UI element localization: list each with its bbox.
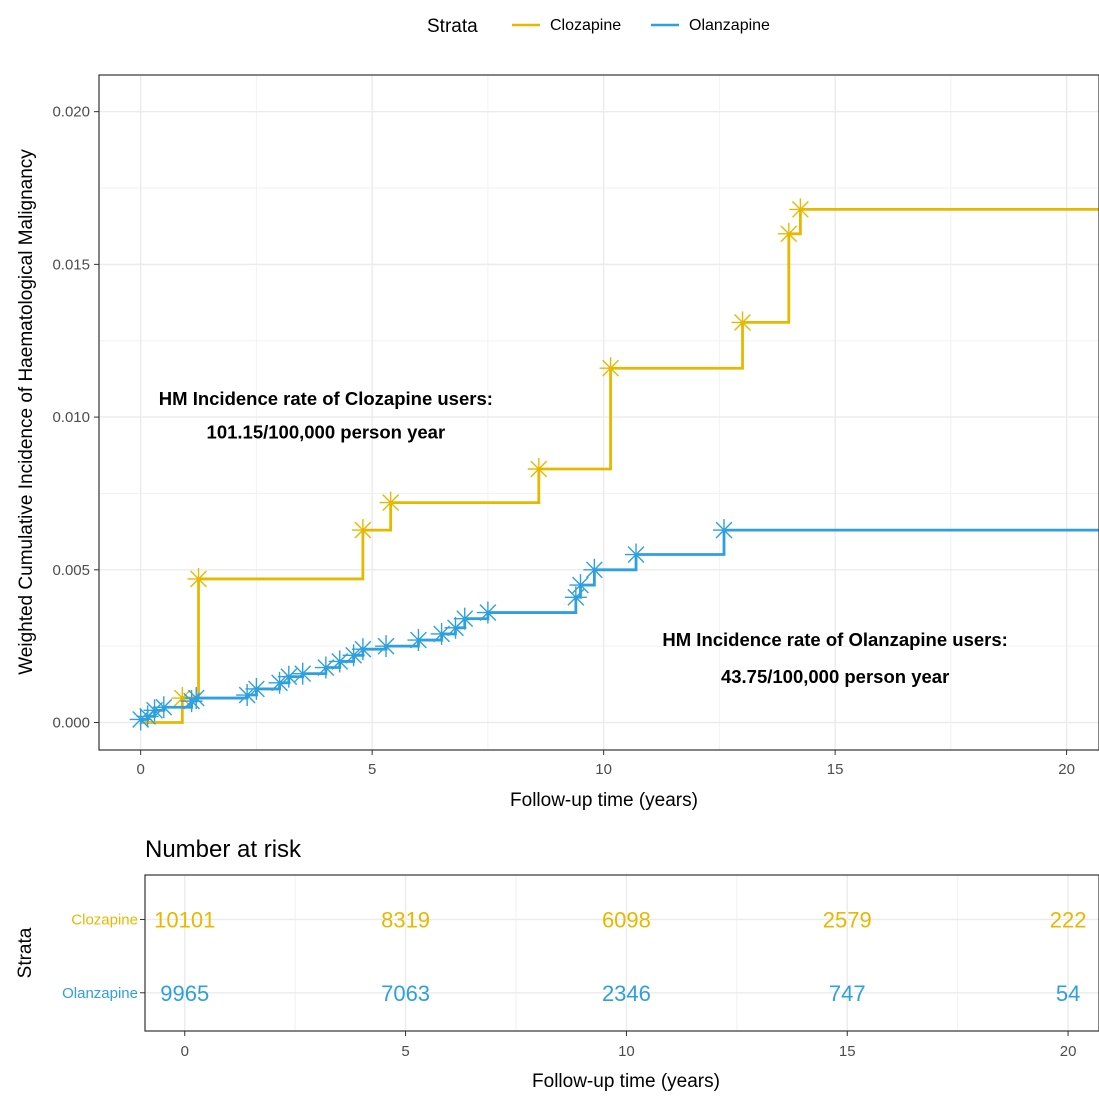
risk-value-olanzapine: 54 xyxy=(1056,981,1080,1006)
y-tick-label: 0.000 xyxy=(52,715,90,732)
legend-label-olanzapine: Olanzapine xyxy=(689,17,770,34)
risk-value-clozapine: 10101 xyxy=(154,907,215,932)
censor-mark-olanzapine xyxy=(129,708,152,731)
censor-mark-olanzapine xyxy=(245,677,268,700)
risk-x-tick-label: 15 xyxy=(839,1043,856,1060)
censor-mark-olanzapine xyxy=(583,558,606,581)
risk-value-clozapine: 8319 xyxy=(381,907,430,932)
risk-x-axis-title: Follow-up time (years) xyxy=(532,1071,720,1092)
main-plot: HM Incidence rate of Clozapine users:101… xyxy=(16,74,1099,811)
x-tick-label: 10 xyxy=(595,761,612,778)
risk-grid xyxy=(145,875,1099,1031)
censor-mark-olanzapine xyxy=(351,638,374,661)
y-tick-label: 0.005 xyxy=(52,562,90,579)
series-line-clozapine xyxy=(140,207,1099,724)
risk-value-clozapine: 222 xyxy=(1050,907,1087,932)
risk-table-title: Number at risk xyxy=(145,836,302,863)
y-tick-label: 0.020 xyxy=(52,104,90,121)
risk-strata-label-olanzapine: Olanzapine xyxy=(62,985,138,1002)
main-series xyxy=(129,198,1099,731)
annotation-text: 101.15/100,000 person year xyxy=(207,421,446,442)
censor-mark-clozapine xyxy=(187,567,210,590)
risk-x-tick-label: 10 xyxy=(618,1043,635,1060)
censor-mark-clozapine xyxy=(777,222,800,245)
censor-mark-olanzapine xyxy=(268,671,291,694)
censor-mark-olanzapine xyxy=(713,519,735,542)
risk-table-background xyxy=(145,875,1099,1031)
censor-mark-olanzapine xyxy=(277,665,300,688)
risk-value-olanzapine: 7063 xyxy=(381,981,430,1006)
main-x-ticks: 0 5 10 15 20 xyxy=(136,750,1075,778)
main-annotations: HM Incidence rate of Clozapine users: 101… xyxy=(159,388,1008,687)
censor-mark-olanzapine xyxy=(407,629,430,652)
risk-x-tick-label: 5 xyxy=(401,1043,409,1060)
censor-mark-olanzapine xyxy=(291,662,314,685)
annotation-text: 43.75/100,000 person year xyxy=(721,666,949,687)
plot-border xyxy=(98,74,1099,751)
legend-label-clozapine: Clozapine xyxy=(550,17,621,34)
risk-x-tick-label: 0 xyxy=(181,1043,189,1060)
risk-value-olanzapine: 2346 xyxy=(602,981,651,1006)
main-y-axis-title: Weighted Cumulative Incidence of Haemato… xyxy=(16,149,37,675)
censor-mark-olanzapine xyxy=(569,574,592,597)
censor-mark-olanzapine xyxy=(476,601,499,624)
censor-mark-clozapine xyxy=(731,311,754,334)
censor-mark-olanzapine xyxy=(185,687,208,710)
censor-mark-olanzapine xyxy=(453,607,476,630)
legend: Strata Clozapine Olanzapine xyxy=(427,16,770,37)
annotation-text: HM Incidence rate of Olanzapine users: xyxy=(662,629,1007,650)
risk-x-tick-label: 20 xyxy=(1060,1043,1077,1060)
plot-background xyxy=(99,75,1099,750)
y-tick-label: 0.015 xyxy=(52,256,90,273)
censor-mark-clozapine xyxy=(351,519,374,542)
annotation-text: HM Incidence rate of Clozapine users: xyxy=(159,388,493,409)
censor-mark-olanzapine xyxy=(152,696,175,719)
risk-y-axis-title: Strata xyxy=(15,927,36,978)
censor-mark-olanzapine xyxy=(236,684,259,707)
main-grid xyxy=(99,75,1099,750)
x-tick-label: 0 xyxy=(136,761,144,778)
censor-mark-olanzapine xyxy=(625,543,648,566)
censor-mark-olanzapine xyxy=(375,635,398,658)
censor-mark-clozapine xyxy=(379,491,402,514)
risk-value-olanzapine: 9965 xyxy=(160,981,209,1006)
risk-table: Number at risk 10101 8319 6098 2579 222 9965 7… xyxy=(15,836,1099,1092)
y-tick-label: 0.010 xyxy=(52,409,90,426)
risk-strata-label-clozapine: Clozapine xyxy=(71,911,138,928)
risk-values: 10101 8319 6098 2579 222 9965 7063 2346 747 54 xyxy=(154,907,1086,1005)
censor-mark-olanzapine xyxy=(143,699,166,722)
censor-mark-clozapine xyxy=(789,198,812,221)
x-tick-label: 15 xyxy=(827,761,844,778)
risk-strata-labels: Clozapine Olanzapine xyxy=(62,911,145,1002)
risk-x-ticks: 0 5 10 15 20 xyxy=(181,1031,1077,1060)
main-y-ticks: 0.000 0.005 0.010 0.015 0.020 xyxy=(52,104,99,732)
censor-mark-clozapine xyxy=(527,458,550,481)
risk-value-olanzapine: 747 xyxy=(829,981,866,1006)
main-x-axis-title: Follow-up time (years) xyxy=(510,790,698,811)
x-tick-label: 5 xyxy=(368,761,376,778)
risk-value-clozapine: 2579 xyxy=(823,907,872,932)
censor-mark-olanzapine xyxy=(342,644,365,667)
x-tick-label: 20 xyxy=(1058,761,1075,778)
risk-table-border xyxy=(144,874,1099,1032)
censor-mark-olanzapine xyxy=(328,650,351,673)
censor-mark-clozapine xyxy=(599,357,622,380)
risk-value-clozapine: 6098 xyxy=(602,907,651,932)
legend-title: Strata xyxy=(427,16,478,37)
